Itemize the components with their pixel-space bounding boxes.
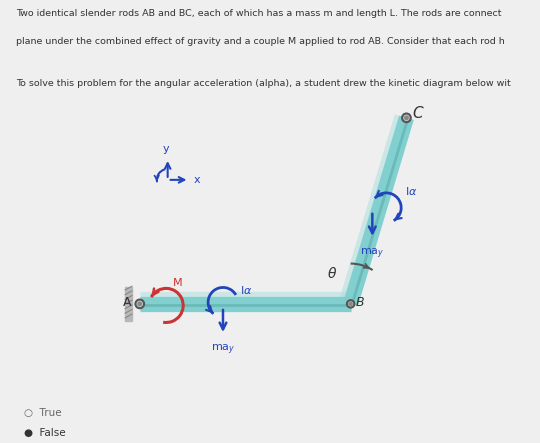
Text: ○  True: ○ True bbox=[24, 408, 62, 418]
Text: ma$_y$: ma$_y$ bbox=[211, 343, 235, 357]
Circle shape bbox=[404, 116, 408, 120]
Text: ●  False: ● False bbox=[24, 428, 66, 438]
Text: M: M bbox=[173, 278, 183, 288]
Circle shape bbox=[136, 299, 144, 308]
Circle shape bbox=[402, 113, 411, 122]
Bar bbox=[125, 287, 132, 321]
Text: Two identical slender rods AB and BC, each of which has a mass m and length L. T: Two identical slender rods AB and BC, ea… bbox=[16, 9, 502, 18]
Text: B: B bbox=[356, 296, 364, 309]
Text: plane under the combined effect of gravity and a couple M applied to rod AB. Con: plane under the combined effect of gravi… bbox=[16, 37, 505, 46]
Circle shape bbox=[138, 302, 141, 306]
Text: To solve this problem for the angular acceleration (alpha), a student drew the k: To solve this problem for the angular ac… bbox=[16, 79, 511, 88]
Text: ma$_y$: ma$_y$ bbox=[360, 246, 384, 261]
Text: $\theta$: $\theta$ bbox=[327, 266, 337, 281]
Text: C: C bbox=[412, 106, 423, 120]
Circle shape bbox=[349, 303, 352, 305]
Text: I$\alpha$: I$\alpha$ bbox=[240, 284, 253, 296]
Text: y: y bbox=[163, 144, 170, 154]
Text: A: A bbox=[123, 296, 132, 309]
Circle shape bbox=[347, 300, 354, 307]
Text: I$\alpha$: I$\alpha$ bbox=[405, 185, 417, 197]
Text: x: x bbox=[194, 175, 201, 185]
